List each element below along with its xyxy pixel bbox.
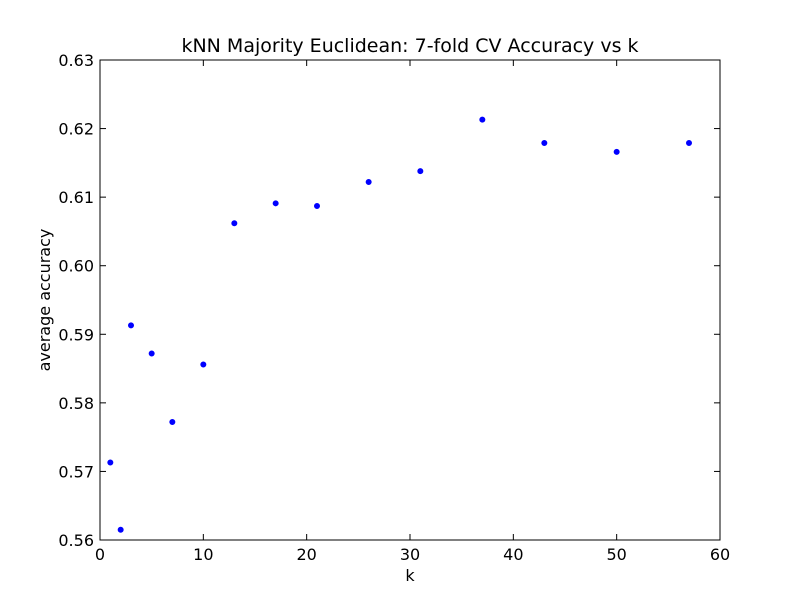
y-axis-label: average accuracy [35, 229, 54, 372]
data-point [417, 168, 424, 175]
data-point [128, 322, 134, 329]
data-point [314, 203, 320, 210]
x-tick-label: 60 [710, 545, 730, 564]
x-tick-label: 0 [95, 545, 105, 564]
data-point [117, 526, 124, 533]
x-tick-label: 50 [606, 545, 626, 564]
y-tick-label: 0.62 [58, 120, 94, 139]
data-point [148, 350, 155, 357]
data-point [200, 361, 207, 368]
data-point [169, 419, 176, 426]
y-tick-label: 0.60 [58, 257, 94, 276]
data-points [107, 116, 692, 533]
data-point [107, 459, 114, 466]
y-tick-label: 0.56 [58, 531, 94, 550]
data-point [541, 139, 548, 146]
y-tick-label: 0.57 [58, 462, 94, 481]
x-tick-label: 40 [503, 545, 523, 564]
chart-title: kNN Majority Euclidean: 7-fold CV Accura… [181, 35, 638, 57]
data-point [365, 179, 372, 186]
data-point [686, 139, 692, 146]
x-tick-label: 20 [296, 545, 316, 564]
y-tick-label: 0.59 [58, 325, 94, 344]
x-tick-label: 30 [400, 545, 420, 564]
plot-frame [99, 59, 721, 541]
x-axis-label: k [405, 566, 415, 585]
y-tick-label: 0.58 [58, 394, 94, 413]
axis-tick-labels: 0 10 20 30 40 50 60 0.56 0.57 0.58 0.59 0.60 0.61 0.6… [58, 51, 730, 564]
y-tick-label: 0.61 [58, 188, 94, 207]
data-point [231, 220, 238, 227]
data-point [613, 148, 620, 155]
data-point [272, 200, 279, 207]
x-tick-label: 10 [193, 545, 213, 564]
data-point [479, 116, 486, 123]
y-tick-label: 0.63 [58, 51, 94, 70]
axis-ticks [99, 59, 721, 541]
